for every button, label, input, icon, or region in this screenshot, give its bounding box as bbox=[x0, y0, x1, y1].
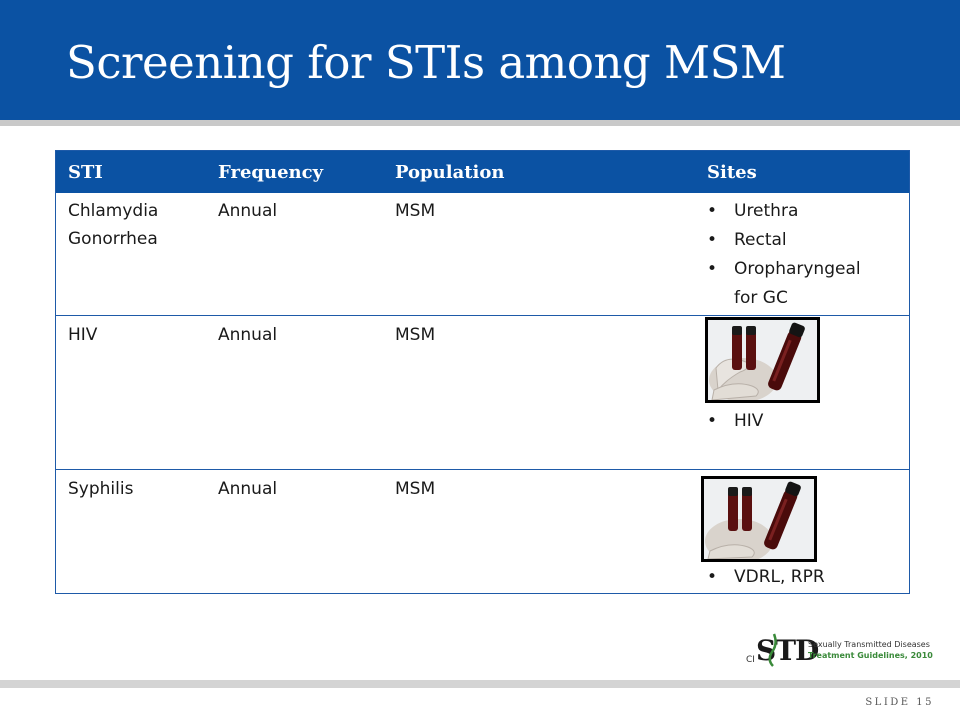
blood-tubes-photo bbox=[705, 317, 820, 403]
row-divider bbox=[56, 315, 909, 316]
row-divider bbox=[56, 469, 909, 470]
site-item: HIV bbox=[704, 407, 763, 436]
site-item: Urethra bbox=[704, 197, 861, 226]
footer-bar bbox=[0, 680, 960, 688]
cell-population: MSM bbox=[395, 201, 436, 221]
svg-text:STD: STD bbox=[756, 634, 819, 667]
slide-number: SLIDE 15 bbox=[865, 697, 934, 708]
slide-title: Screening for STIs among MSM bbox=[66, 36, 786, 89]
sti-screening-table: STI Frequency Population Sites Chlamydia… bbox=[55, 150, 910, 594]
cell-sti: Syphilis bbox=[68, 475, 133, 503]
cell-frequency: Annual bbox=[218, 201, 278, 221]
site-item: for GC bbox=[734, 288, 788, 308]
cell-sti: HIV bbox=[68, 321, 97, 349]
cell-sti: Chlamydia Gonorrhea bbox=[68, 197, 158, 253]
sti-name: Gonorrhea bbox=[68, 229, 158, 249]
cell-population: MSM bbox=[395, 325, 436, 345]
sti-name: HIV bbox=[68, 325, 98, 345]
title-band: Screening for STIs among MSM bbox=[0, 0, 960, 126]
sites-list: VDRL, RPR bbox=[704, 563, 825, 592]
header-sti: STI bbox=[68, 162, 103, 183]
sites-list: HIV bbox=[704, 407, 763, 436]
sites-list: Urethra Rectal Oropharyngeal for GC bbox=[704, 197, 861, 313]
svg-text:CI: CI bbox=[746, 655, 755, 665]
cell-frequency: Annual bbox=[218, 479, 278, 499]
cell-population: MSM bbox=[395, 479, 436, 499]
svg-text:Treatment Guidelines, 2010: Treatment Guidelines, 2010 bbox=[808, 651, 933, 660]
title-band-shadow bbox=[0, 120, 960, 126]
header-sites: Sites bbox=[707, 162, 757, 183]
table-header-row: STI Frequency Population Sites bbox=[56, 151, 909, 193]
blood-tubes-photo bbox=[701, 476, 817, 562]
svg-text:Sexually Transmitted Diseases: Sexually Transmitted Diseases bbox=[808, 640, 930, 649]
header-frequency: Frequency bbox=[218, 162, 324, 183]
site-item: VDRL, RPR bbox=[704, 563, 825, 592]
std-logo-icon: CI STD Sexually Transmitted Diseases Tre… bbox=[746, 633, 933, 667]
site-item: Rectal bbox=[704, 226, 861, 255]
site-item: Oropharyngeal bbox=[704, 255, 861, 284]
sti-name: Syphilis bbox=[68, 479, 134, 499]
blood-tubes-icon bbox=[704, 479, 814, 559]
sti-name: Chlamydia bbox=[68, 201, 159, 221]
blood-tubes-icon bbox=[708, 320, 817, 400]
header-population: Population bbox=[395, 162, 505, 183]
cell-frequency: Annual bbox=[218, 325, 278, 345]
std-guidelines-logo: CI STD Sexually Transmitted Diseases Tre… bbox=[744, 630, 940, 670]
